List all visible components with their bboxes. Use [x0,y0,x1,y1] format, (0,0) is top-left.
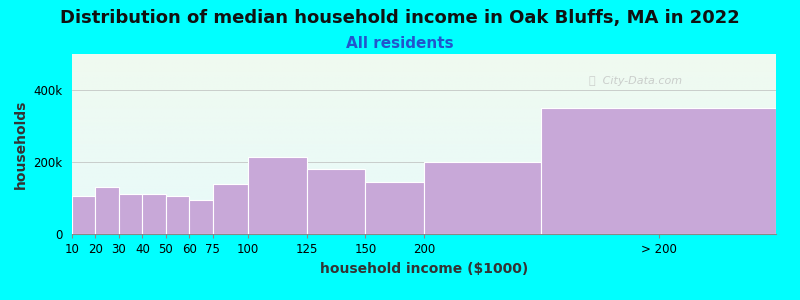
Bar [542,108,776,234]
Bar [190,200,213,234]
Bar [213,184,248,234]
Text: Distribution of median household income in Oak Bluffs, MA in 2022: Distribution of median household income … [60,9,740,27]
Bar [306,169,366,234]
Bar [95,187,119,234]
Bar [119,194,142,234]
Bar [248,157,306,234]
Bar [72,196,95,234]
Bar [366,182,424,234]
Bar [142,194,166,234]
X-axis label: household income ($1000): household income ($1000) [320,262,528,276]
Text: ⓘ  City-Data.com: ⓘ City-Data.com [589,76,682,86]
Bar [424,162,542,234]
Bar [166,196,190,234]
Y-axis label: households: households [14,99,27,189]
Text: All residents: All residents [346,36,454,51]
